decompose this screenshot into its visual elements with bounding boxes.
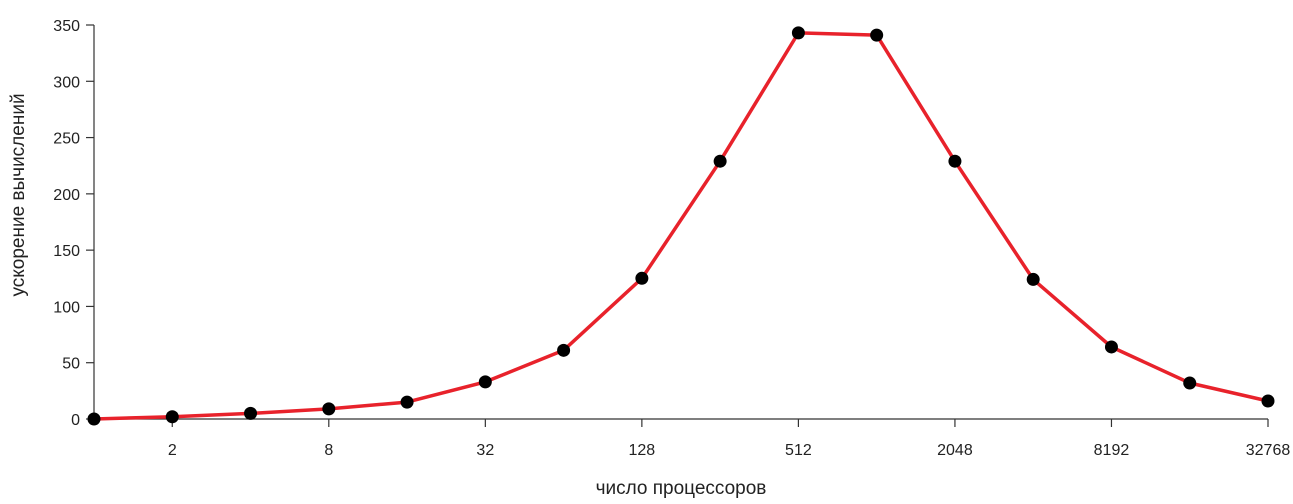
data-point xyxy=(87,412,101,426)
y-tick-label: 100 xyxy=(53,299,80,316)
data-point xyxy=(1026,272,1040,286)
data-point xyxy=(948,154,962,168)
data-point xyxy=(322,402,336,416)
y-tick-label: 250 xyxy=(53,131,80,148)
data-point xyxy=(557,343,571,357)
data-point xyxy=(635,271,649,285)
y-axis-title: ускорение вычислений xyxy=(8,93,29,296)
y-tick-label: 300 xyxy=(53,74,80,91)
x-tick-label: 512 xyxy=(785,442,812,459)
x-axis: 2 8 32 128 512 2048 8192 32768 xyxy=(94,418,1291,459)
x-tick-label: 128 xyxy=(629,442,656,459)
x-tick-label: 32768 xyxy=(1246,442,1291,459)
series-line xyxy=(92,31,1270,421)
x-tick-label: 8192 xyxy=(1094,442,1130,459)
x-tick-label: 8 xyxy=(324,442,333,459)
data-point xyxy=(1261,394,1275,408)
y-tick-label: 200 xyxy=(53,187,80,204)
y-tick-label: 50 xyxy=(62,356,80,373)
series-group xyxy=(87,26,1275,426)
data-point xyxy=(244,406,258,420)
x-tick-label: 32 xyxy=(476,442,494,459)
y-axis: 0 50 100 150 200 250 300 350 xyxy=(53,18,95,429)
x-tick-label: 2 xyxy=(168,442,177,459)
data-point xyxy=(1104,340,1118,354)
data-point xyxy=(400,395,414,409)
data-point xyxy=(478,375,492,389)
x-axis-title: число процессоров xyxy=(596,478,767,499)
y-tick-label: 0 xyxy=(71,412,80,429)
data-point xyxy=(165,410,179,424)
y-tick-label: 350 xyxy=(53,18,80,35)
data-point xyxy=(791,26,805,40)
x-tick-label: 2048 xyxy=(937,442,973,459)
y-tick-label: 150 xyxy=(53,243,80,260)
data-point xyxy=(870,28,884,42)
data-point xyxy=(1183,376,1197,390)
data-point xyxy=(713,154,727,168)
